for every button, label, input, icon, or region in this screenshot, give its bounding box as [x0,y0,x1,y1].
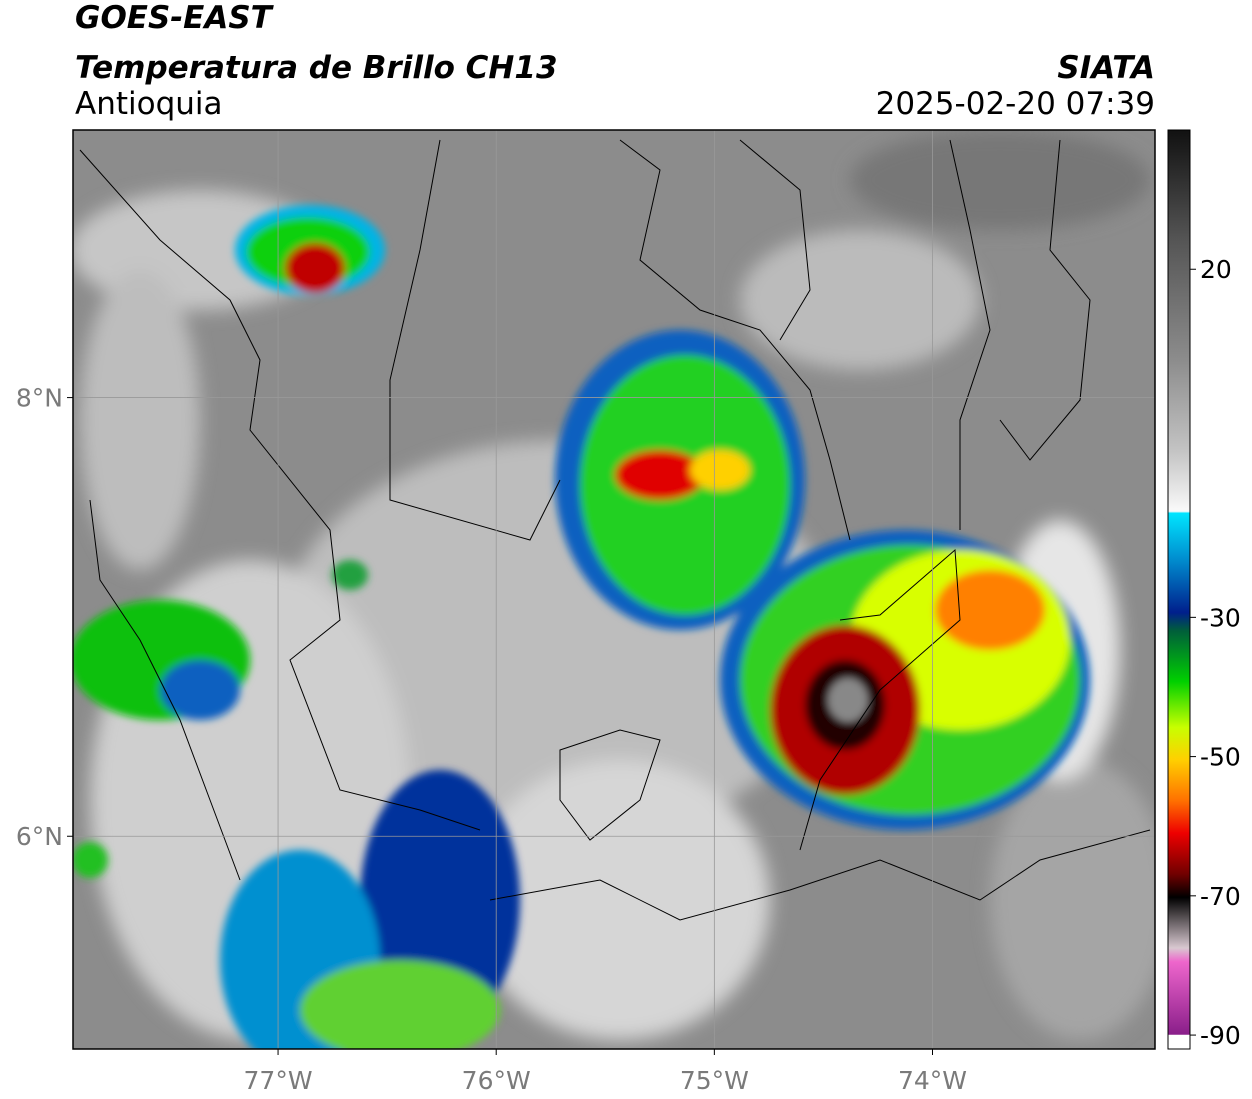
map-frame [72,129,1156,1050]
x-tick-label: 76°W [462,1066,531,1095]
timestamp-label: 2025-02-20 07:39 [876,86,1155,122]
y-tick-label: 8°N [16,384,63,413]
x-tick-label: 77°W [244,1066,313,1095]
satellite-image [73,130,1155,1049]
y-tick-label: 6°N [16,822,63,851]
source-label: SIATA [1057,50,1155,86]
colorbar [1167,129,1191,1050]
colorbar-tick-label: 20 [1200,255,1232,284]
colorbar-tick-label: -90 [1200,1021,1241,1050]
region-label: Antioquia [75,86,223,122]
colorbar-tick-label: -70 [1200,882,1241,911]
satellite-title: GOES-EAST [75,0,275,36]
x-tick-label: 74°W [898,1066,967,1095]
colorbar-tick-label: -30 [1200,603,1241,632]
colorbar-tick-label: -50 [1200,743,1241,772]
x-tick-label: 75°W [680,1066,749,1095]
product-title: Temperatura de Brillo CH13 [75,50,558,86]
